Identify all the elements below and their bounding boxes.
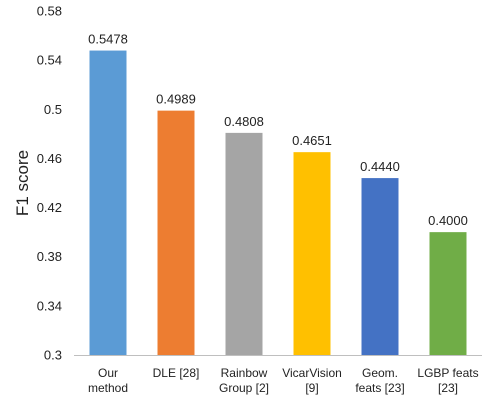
x-tick-label: Geom. feats [23]	[355, 366, 404, 395]
y-tick-label: 0.34	[37, 298, 62, 313]
x-tick-label-line: DLE [28]	[153, 366, 200, 380]
x-tick-label-line: Our	[98, 366, 118, 380]
x-tick-label: DLE [28]	[153, 366, 200, 380]
y-tick-label: 0.46	[37, 151, 62, 166]
bar	[429, 232, 467, 355]
bar	[89, 50, 127, 356]
x-tick-label-line: [23]	[438, 381, 458, 395]
x-tick-label: VicarVision [9]	[282, 366, 342, 395]
y-tick-label: 0.42	[37, 200, 62, 215]
bar	[361, 178, 399, 355]
x-tick-label: Our method	[88, 366, 128, 395]
x-tick-label-line: method	[88, 381, 128, 395]
data-label: 0.4440	[360, 159, 400, 174]
data-label: 0.4989	[156, 92, 196, 107]
x-tick-label-line: feats [23]	[355, 381, 404, 395]
y-tick-label: 0.54	[37, 53, 62, 68]
x-tick-label: Rainbow Group [2]	[219, 366, 269, 395]
x-tick-label-line: Rainbow	[221, 366, 268, 380]
bar	[293, 152, 331, 355]
x-tick-label-line: [9]	[305, 381, 318, 395]
y-axis: 0.3 0.34 0.38 0.42 0.46 0.5 0.54 0.58	[37, 4, 62, 363]
x-tick-label: LGBP feats [23]	[417, 366, 478, 395]
y-axis-title: F1 score	[13, 150, 32, 216]
data-label: 0.5478	[88, 32, 128, 47]
data-label: 0.4808	[224, 114, 264, 129]
y-tick-label: 0.5	[44, 102, 62, 117]
x-tick-label-line: Geom.	[362, 366, 398, 380]
bars: 0.5478 0.4989 0.4808 0.4651 0.4440 0.4000	[88, 32, 468, 356]
y-tick-label: 0.58	[37, 4, 62, 19]
bar	[225, 132, 263, 355]
x-tick-label-line: Group [2]	[219, 381, 269, 395]
x-axis: Our method DLE [28] Rainbow Group [2] VicarVi…	[74, 355, 482, 395]
data-label: 0.4000	[428, 213, 468, 228]
bar	[157, 110, 195, 355]
y-tick-label: 0.3	[44, 348, 62, 363]
x-tick-label-line: LGBP feats	[417, 366, 478, 380]
y-tick-label: 0.38	[37, 249, 62, 264]
x-tick-label-line: VicarVision	[282, 366, 342, 380]
data-label: 0.4651	[292, 133, 332, 148]
